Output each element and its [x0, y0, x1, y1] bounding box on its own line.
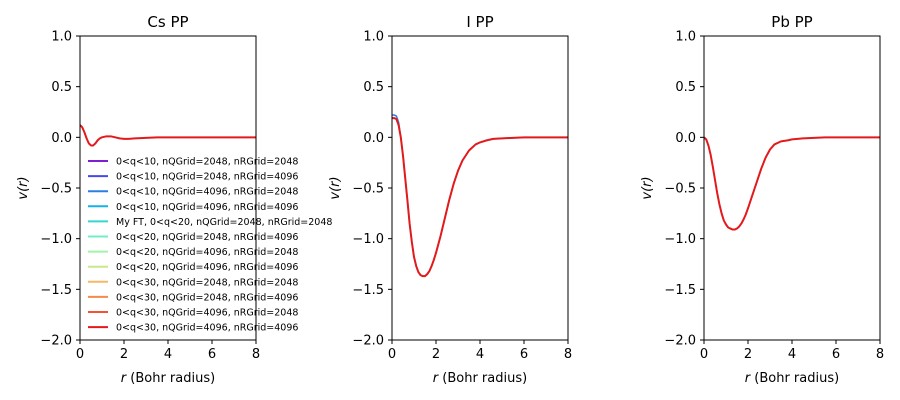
series-line	[392, 117, 568, 278]
y-tick-label: −1.5	[40, 283, 72, 298]
series-line	[80, 124, 256, 147]
y-tick-label: −1.5	[352, 283, 384, 298]
y-tick-label: −2.0	[40, 334, 72, 349]
x-tick-label: 0	[700, 347, 708, 362]
legend-label: 0<q<10, nQGrid=4096, nRGrid=4096	[116, 202, 298, 213]
chart-panel-0: Cs PP 0 2 4 6 8 1.0 0.5 0.0 −0.5 −1.0 −1.5 −2.0 r (Bo…	[16, 13, 260, 386]
x-axis-label-var: r	[121, 371, 128, 386]
legend-entry: 0<q<30, nQGrid=4096, nRGrid=2048	[88, 308, 298, 319]
y-tick-label: −1.5	[664, 283, 696, 298]
legend-label: 0<q<30, nQGrid=4096, nRGrid=4096	[116, 323, 298, 334]
chart-title: Pb PP	[771, 13, 812, 31]
x-tick-label: 4	[788, 347, 796, 362]
x-axis-label-var: r	[745, 371, 752, 386]
y-tick-label: 0.5	[363, 80, 384, 95]
chart-title: Cs PP	[147, 13, 188, 31]
y-axis-label: v(r)	[640, 176, 655, 199]
y-tick-label: 0.5	[51, 80, 72, 95]
legend-label: My FT, 0<q<20, nQGrid=2048, nRGrid=2048	[116, 217, 332, 228]
y-tick-label: −2.0	[664, 334, 696, 349]
x-tick-label: 8	[876, 347, 884, 362]
legend-entry: 0<q<10, nQGrid=4096, nRGrid=4096	[88, 202, 298, 213]
legend-label: 0<q<30, nQGrid=4096, nRGrid=2048	[116, 308, 298, 319]
legend-label: 0<q<10, nQGrid=2048, nRGrid=2048	[116, 157, 298, 168]
x-tick-label: 6	[520, 347, 528, 362]
chart-panels: Cs PP 0 2 4 6 8 1.0 0.5 0.0 −0.5 −1.0 −1.5 −2.0 r (Bo…	[16, 13, 884, 386]
x-axis-label: r (Bohr radius)	[745, 371, 839, 386]
y-tick-label: 1.0	[363, 30, 384, 45]
y-tick-label: −0.5	[352, 182, 384, 197]
legend-label: 0<q<20, nQGrid=4096, nRGrid=2048	[116, 247, 298, 258]
y-tick-label: −1.0	[664, 232, 696, 247]
y-axis-label: v(r)	[328, 176, 343, 199]
x-tick-label: 6	[832, 347, 840, 362]
legend-entry: 0<q<30, nQGrid=4096, nRGrid=4096	[88, 323, 298, 334]
y-tick-label: 1.0	[51, 30, 72, 45]
x-tick-label: 2	[744, 347, 752, 362]
axes-frame	[391, 35, 569, 341]
legend-entry: 0<q<20, nQGrid=4096, nRGrid=2048	[88, 247, 298, 258]
x-axis-label: r (Bohr radius)	[121, 371, 215, 386]
y-tick-label: 1.0	[675, 30, 696, 45]
y-tick-label: −2.0	[352, 334, 384, 349]
y-tick-label: 0.0	[363, 131, 384, 146]
x-tick-label: 2	[432, 347, 440, 362]
x-tick-label: 4	[164, 347, 172, 362]
legend-entry: My FT, 0<q<20, nQGrid=2048, nRGrid=2048	[88, 217, 332, 228]
x-axis-label: r (Bohr radius)	[433, 371, 527, 386]
legend-label: 0<q<30, nQGrid=2048, nRGrid=2048	[116, 277, 298, 288]
legend-label: 0<q<30, nQGrid=2048, nRGrid=4096	[116, 292, 298, 303]
x-axis-label-var: r	[433, 371, 440, 386]
x-axis-label-unit: (Bohr radius)	[750, 371, 839, 386]
legend-label: 0<q<20, nQGrid=2048, nRGrid=4096	[116, 232, 298, 243]
legend-entry: 0<q<10, nQGrid=2048, nRGrid=4096	[88, 172, 298, 183]
legend-entry: 0<q<30, nQGrid=2048, nRGrid=2048	[88, 277, 298, 288]
y-tick-label: −0.5	[40, 182, 72, 197]
series-line	[704, 136, 880, 231]
x-tick-label: 6	[208, 347, 216, 362]
y-tick-label: 0.0	[675, 131, 696, 146]
x-axis-label-unit: (Bohr radius)	[438, 371, 527, 386]
legend-entry: 0<q<20, nQGrid=4096, nRGrid=4096	[88, 262, 298, 273]
legend-entry: 0<q<10, nQGrid=2048, nRGrid=2048	[88, 157, 298, 168]
axes-frame	[79, 35, 257, 341]
axes-frame	[703, 35, 881, 341]
chart-panel-2: Pb PP 0 2 4 6 8 1.0 0.5 0.0 −0.5 −1.0 −1.5 −2.0 r (Bo…	[640, 13, 884, 386]
legend-entry: 0<q<30, nQGrid=2048, nRGrid=4096	[88, 292, 298, 303]
legend-label: 0<q<20, nQGrid=4096, nRGrid=4096	[116, 262, 298, 273]
legend: 0<q<10, nQGrid=2048, nRGrid=2048 0<q<10, …	[88, 157, 332, 334]
y-tick-label: 0.5	[675, 80, 696, 95]
x-tick-label: 0	[388, 347, 396, 362]
y-axis-label: v(r)	[16, 176, 31, 199]
chart-title: I PP	[466, 13, 493, 31]
y-tick-label: −0.5	[664, 182, 696, 197]
legend-label: 0<q<10, nQGrid=4096, nRGrid=2048	[116, 187, 298, 198]
x-tick-label: 0	[76, 347, 84, 362]
y-tick-label: −1.0	[352, 232, 384, 247]
x-tick-label: 8	[564, 347, 572, 362]
x-tick-label: 4	[476, 347, 484, 362]
y-tick-label: −1.0	[40, 232, 72, 247]
x-tick-label: 2	[120, 347, 128, 362]
legend-entry: 0<q<10, nQGrid=4096, nRGrid=2048	[88, 187, 298, 198]
y-tick-label: 0.0	[51, 131, 72, 146]
x-tick-label: 8	[252, 347, 260, 362]
legend-label: 0<q<10, nQGrid=2048, nRGrid=4096	[116, 172, 298, 183]
chart-panel-1: I PP 0 2 4 6 8 1.0 0.5 0.0 −0.5 −1.0 −1.5 −2.0 r (Boh…	[328, 13, 572, 386]
legend-entry: 0<q<20, nQGrid=2048, nRGrid=4096	[88, 232, 298, 243]
x-axis-label-unit: (Bohr radius)	[126, 371, 215, 386]
